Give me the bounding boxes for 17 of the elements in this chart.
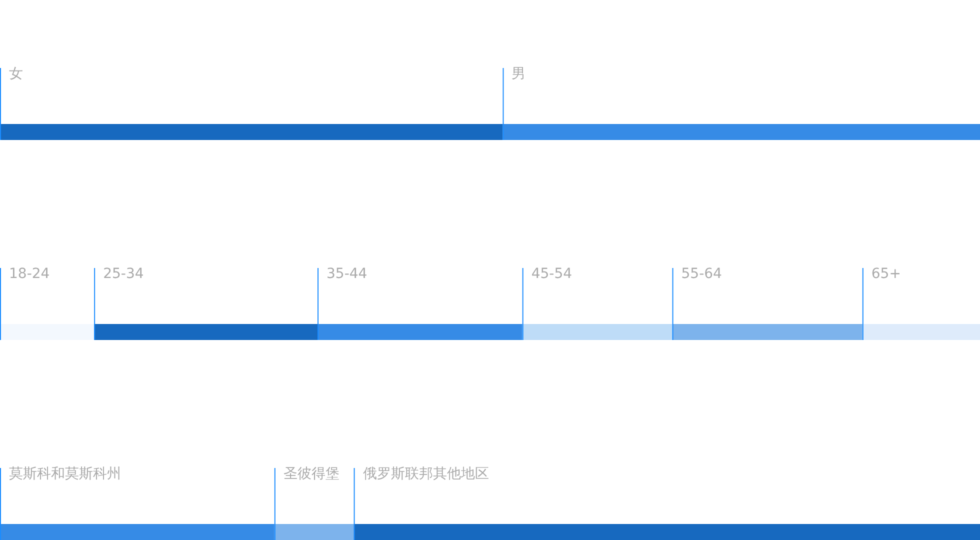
bar — [862, 324, 980, 340]
text: 55-64 — [681, 266, 722, 282]
text: 女 — [9, 66, 23, 82]
text: 25-34 — [103, 266, 144, 282]
text: 18-24 — [9, 266, 50, 282]
text: 俄罗斯联邦其他地区 — [362, 466, 489, 482]
text: 65+ — [871, 266, 901, 282]
text: 男 — [512, 66, 526, 82]
text: 35-44 — [326, 266, 368, 282]
text: 45-54 — [531, 266, 572, 282]
bar — [0, 324, 94, 340]
bar — [522, 324, 672, 340]
bar — [672, 324, 862, 340]
bar — [94, 324, 318, 340]
text: 莫斯科和莫斯科州 — [9, 466, 121, 482]
bar — [318, 324, 522, 340]
text: 圣彼得堡 — [283, 466, 340, 482]
